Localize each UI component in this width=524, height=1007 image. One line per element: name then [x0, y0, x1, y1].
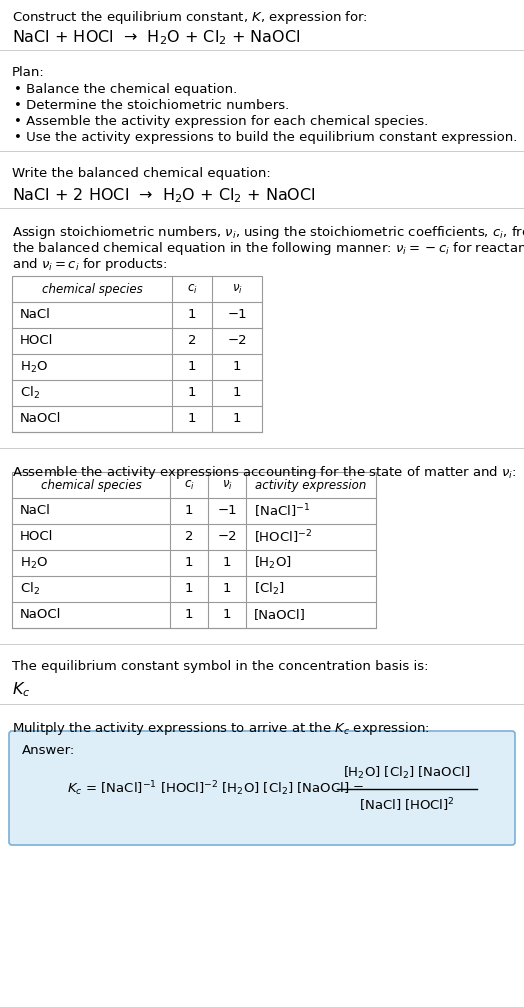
- Text: chemical species: chemical species: [41, 283, 143, 295]
- Text: Plan:: Plan:: [12, 66, 45, 79]
- Text: H$_2$O: H$_2$O: [20, 359, 48, 375]
- Text: $\nu_i$: $\nu_i$: [222, 478, 233, 491]
- Text: the balanced chemical equation in the following manner: $\nu_i = -c_i$ for react: the balanced chemical equation in the fo…: [12, 240, 524, 257]
- Text: −1: −1: [217, 505, 237, 518]
- Text: 1: 1: [185, 582, 193, 595]
- Text: chemical species: chemical species: [41, 478, 141, 491]
- Text: $\nu_i$: $\nu_i$: [232, 282, 243, 295]
- Text: −2: −2: [217, 531, 237, 544]
- Text: activity expression: activity expression: [255, 478, 367, 491]
- Text: • Assemble the activity expression for each chemical species.: • Assemble the activity expression for e…: [14, 115, 428, 128]
- Text: H$_2$O: H$_2$O: [20, 556, 48, 571]
- Text: 1: 1: [188, 308, 196, 321]
- Text: NaCl + 2 HOCl  →  H$_2$O + Cl$_2$ + NaOCl: NaCl + 2 HOCl → H$_2$O + Cl$_2$ + NaOCl: [12, 186, 315, 204]
- Text: NaCl + HOCl  →  H$_2$O + Cl$_2$ + NaOCl: NaCl + HOCl → H$_2$O + Cl$_2$ + NaOCl: [12, 28, 300, 46]
- Text: Assemble the activity expressions accounting for the state of matter and $\nu_i$: Assemble the activity expressions accoun…: [12, 464, 517, 481]
- Text: [H$_2$O] [Cl$_2$] [NaOCl]: [H$_2$O] [Cl$_2$] [NaOCl]: [343, 765, 471, 781]
- Text: Assign stoichiometric numbers, $\nu_i$, using the stoichiometric coefficients, $: Assign stoichiometric numbers, $\nu_i$, …: [12, 224, 524, 241]
- Text: and $\nu_i = c_i$ for products:: and $\nu_i = c_i$ for products:: [12, 256, 168, 273]
- Text: $K_c$: $K_c$: [12, 680, 30, 699]
- Text: 1: 1: [233, 387, 241, 400]
- Text: [HOCl]$^{-2}$: [HOCl]$^{-2}$: [254, 529, 312, 546]
- Text: HOCl: HOCl: [20, 334, 53, 347]
- Text: 1: 1: [185, 557, 193, 570]
- Text: [NaCl]$^{-1}$: [NaCl]$^{-1}$: [254, 502, 310, 520]
- Text: $c_i$: $c_i$: [187, 282, 198, 295]
- Text: 1: 1: [223, 557, 231, 570]
- Text: [Cl$_2$]: [Cl$_2$]: [254, 581, 285, 597]
- Text: [H$_2$O]: [H$_2$O]: [254, 555, 292, 571]
- Text: 1: 1: [233, 361, 241, 374]
- Text: HOCl: HOCl: [20, 531, 53, 544]
- Text: [NaCl] [HOCl]$^2$: [NaCl] [HOCl]$^2$: [359, 797, 455, 814]
- Text: $c_i$: $c_i$: [183, 478, 194, 491]
- Bar: [12, 276, 262, 432]
- Text: 1: 1: [185, 505, 193, 518]
- Text: 1: 1: [188, 387, 196, 400]
- Text: Write the balanced chemical equation:: Write the balanced chemical equation:: [12, 167, 271, 180]
- Text: NaCl: NaCl: [20, 308, 51, 321]
- Bar: [12, 472, 376, 628]
- Text: Mulitply the activity expressions to arrive at the $K_c$ expression:: Mulitply the activity expressions to arr…: [12, 720, 430, 737]
- Text: • Determine the stoichiometric numbers.: • Determine the stoichiometric numbers.: [14, 99, 289, 112]
- Text: 1: 1: [188, 361, 196, 374]
- Text: Construct the equilibrium constant, $K$, expression for:: Construct the equilibrium constant, $K$,…: [12, 9, 368, 26]
- Text: Answer:: Answer:: [22, 744, 75, 757]
- Text: −1: −1: [227, 308, 247, 321]
- Text: The equilibrium constant symbol in the concentration basis is:: The equilibrium constant symbol in the c…: [12, 660, 429, 673]
- Text: 2: 2: [185, 531, 193, 544]
- Text: NaCl: NaCl: [20, 505, 51, 518]
- FancyBboxPatch shape: [9, 731, 515, 845]
- Text: 1: 1: [223, 608, 231, 621]
- Text: Cl$_2$: Cl$_2$: [20, 385, 40, 401]
- Text: NaOCl: NaOCl: [20, 413, 61, 426]
- Text: $K_c$ = [NaCl]$^{-1}$ [HOCl]$^{-2}$ [H$_2$O] [Cl$_2$] [NaOCl] =: $K_c$ = [NaCl]$^{-1}$ [HOCl]$^{-2}$ [H$_…: [67, 779, 364, 799]
- Text: • Balance the chemical equation.: • Balance the chemical equation.: [14, 83, 237, 96]
- Text: 1: 1: [185, 608, 193, 621]
- Text: • Use the activity expressions to build the equilibrium constant expression.: • Use the activity expressions to build …: [14, 131, 517, 144]
- Text: 1: 1: [188, 413, 196, 426]
- Text: [NaOCl]: [NaOCl]: [254, 608, 306, 621]
- Text: NaOCl: NaOCl: [20, 608, 61, 621]
- Text: 1: 1: [223, 582, 231, 595]
- Text: 1: 1: [233, 413, 241, 426]
- Text: Cl$_2$: Cl$_2$: [20, 581, 40, 597]
- Text: −2: −2: [227, 334, 247, 347]
- Text: 2: 2: [188, 334, 196, 347]
